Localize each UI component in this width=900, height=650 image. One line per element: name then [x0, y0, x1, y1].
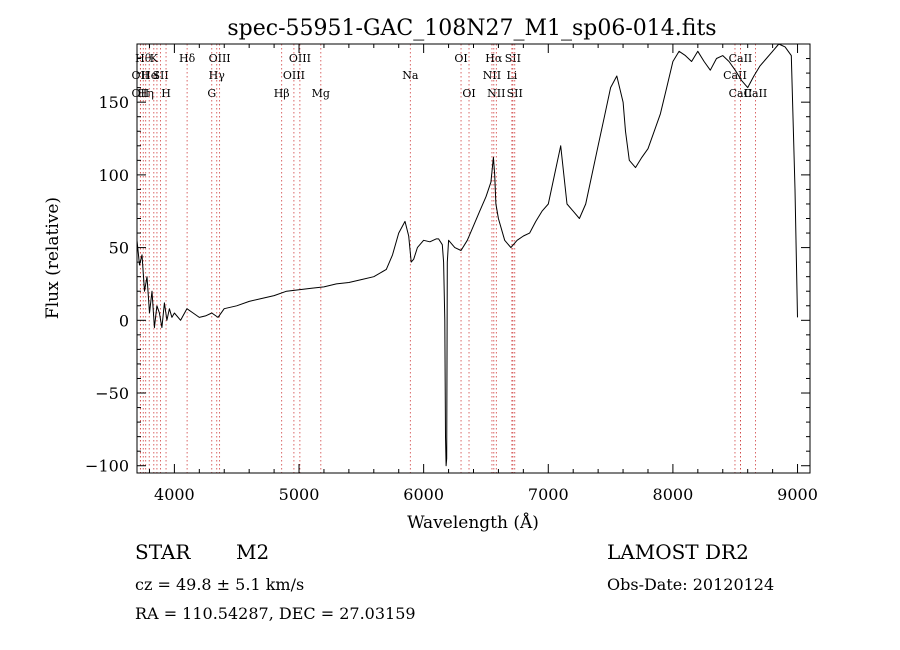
line-marker-label: Hη [138, 87, 154, 100]
line-marker-label: G [207, 87, 216, 100]
object-class: STAR [135, 540, 191, 564]
observation-date: Obs-Date: 20120124 [607, 575, 775, 594]
x-axis-ticks: 4000 5000 6000 7000 8000 9000 [148, 44, 818, 504]
line-marker-label: OIII [209, 52, 231, 65]
x-tick-label: 6000 [403, 485, 444, 504]
y-tick-label: −50 [95, 384, 129, 403]
x-tick-label: 7000 [528, 485, 569, 504]
x-tick-label: 9000 [777, 485, 818, 504]
line-marker-label: Na [402, 69, 419, 82]
y-tick-label: 100 [98, 166, 129, 185]
spectrum-line [136, 43, 798, 467]
line-marker-label: Hβ [274, 87, 290, 100]
line-marker-label: H [161, 87, 171, 100]
redshift-velocity: cz = 49.8 ± 5.1 km/s [135, 575, 305, 594]
line-marker-label: SII [507, 87, 523, 100]
line-marker-label: SII [152, 69, 168, 82]
line-marker-label: Hγ [209, 69, 226, 82]
x-axis-label: Wavelength (Å) [407, 512, 539, 533]
survey-label: LAMOST DR2 [607, 540, 749, 564]
y-tick-label: 0 [119, 311, 129, 330]
line-marker-label: OII [132, 87, 150, 100]
line-marker-label: CaII [729, 52, 753, 65]
coordinates: RA = 110.54287, DEC = 27.03159 [135, 604, 416, 623]
line-marker-label: Li [506, 69, 517, 82]
line-marker-label: OIII [289, 52, 311, 65]
line-marker-label: Hα [485, 52, 503, 65]
line-marker-label: CaII [723, 69, 747, 82]
line-marker-label: OI [462, 87, 475, 100]
line-marker-label: SII [505, 52, 521, 65]
line-marker-label: CaII [729, 87, 753, 100]
line-marker-label: NII [483, 69, 501, 82]
y-tick-label: 50 [109, 239, 129, 258]
line-marker-label: OIII [283, 69, 305, 82]
x-tick-label: 5000 [279, 485, 320, 504]
line-marker-label: CaII [744, 87, 768, 100]
line-marker-label: Hδ [179, 52, 196, 65]
x-tick-label: 4000 [154, 485, 195, 504]
line-marker-label: I [155, 69, 159, 82]
spectrum-series [136, 43, 798, 467]
object-subclass: M2 [236, 540, 270, 564]
line-marker-label: He [141, 69, 157, 82]
x-tick-label: 8000 [653, 485, 694, 504]
line-marker-label: K [150, 52, 159, 65]
y-tick-label: 150 [98, 93, 129, 112]
y-axis-label: Flux (relative) [43, 197, 63, 319]
line-marker-label: Mg [312, 87, 330, 100]
line-marker-label: Hθ [135, 52, 152, 65]
line-marker-label: OI [454, 52, 467, 65]
y-tick-label: −100 [85, 457, 129, 476]
spectral-line-markers: HθOIIOIIHηHeKISIIHHδGHγOIIIHβOIIIOIIIMgN… [132, 44, 768, 473]
line-marker-label: OII [132, 69, 150, 82]
line-marker-label: NII [487, 87, 505, 100]
chart-title: spec-55951-GAC_108N27_M1_sp06-014.fits [227, 16, 716, 41]
plot-frame [136, 43, 811, 474]
y-axis-ticks: −100 −50 0 50 100 150 [85, 58, 810, 476]
